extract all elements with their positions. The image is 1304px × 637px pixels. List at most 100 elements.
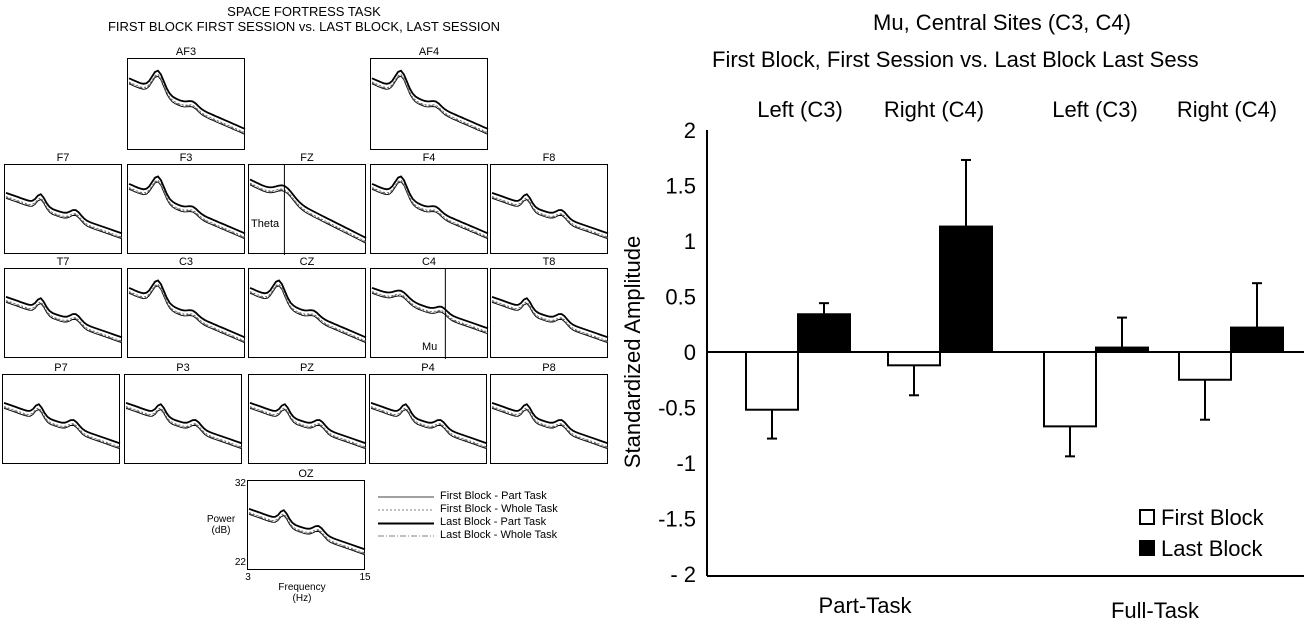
spectrum-line-3 — [125, 402, 243, 445]
group-label-part-task: Part-Task — [819, 593, 913, 618]
spectrum-line-2 — [370, 406, 488, 448]
spectrum-panel-cz — [248, 268, 367, 358]
spectrum-line-2 — [371, 291, 489, 333]
site-label-p4: P4 — [421, 362, 435, 374]
spectrum-line-2 — [491, 300, 609, 342]
spectrum-panel-p3 — [124, 374, 243, 464]
site-label-f7: F7 — [56, 152, 70, 164]
spectrum-panel-t7 — [4, 268, 123, 358]
spectrum-panel-oz — [247, 480, 366, 570]
spectrum-line-4 — [128, 180, 246, 239]
spectrum-curves — [491, 192, 609, 240]
spectrum-panel-af3 — [127, 58, 246, 150]
y-tick-label: 0 — [684, 340, 696, 365]
spectrum-panel-f7 — [4, 164, 123, 254]
spectrum-line-3 — [3, 402, 121, 445]
topographic-spectra-figure: SPACE FORTRESS TASK FIRST BLOCK FIRST SE… — [0, 0, 620, 632]
spectrum-panel-f3 — [127, 164, 246, 254]
spectrum-line-2 — [3, 406, 121, 448]
spectrum-curves — [491, 402, 609, 450]
site-label-af3: AF3 — [175, 46, 197, 58]
spectrum-line-4 — [5, 196, 123, 239]
site-label-f4: F4 — [422, 152, 436, 164]
left-figure-title: SPACE FORTRESS TASK — [227, 4, 381, 19]
oz-x-axis-label-line1: Frequency — [278, 582, 326, 593]
chart-subtitle: First Block, First Session vs. Last Bloc… — [712, 47, 1199, 72]
spectrum-line-4 — [125, 406, 243, 449]
mu-band-label: Mu — [422, 341, 438, 353]
spectrum-line-3 — [128, 69, 246, 130]
spectrum-line-1 — [491, 407, 609, 450]
legend-label-first-block: First Block — [1161, 505, 1265, 530]
oz-y-axis-label-line2: (dB) — [211, 525, 231, 536]
spectrum-line-1 — [249, 407, 367, 450]
spectrum-line-1 — [5, 197, 123, 240]
spectrum-line-2 — [125, 406, 243, 448]
oz-x-axis-label-line2: (Hz) — [292, 593, 312, 604]
site-label-p3: P3 — [176, 362, 190, 374]
spectrum-curves — [128, 175, 246, 240]
spectrum-line-4 — [128, 74, 246, 134]
spectrum-line-3 — [128, 175, 246, 235]
site-label-p7: P7 — [54, 362, 68, 374]
site-label-p8: P8 — [542, 362, 556, 374]
site-label-c4: C4 — [421, 256, 437, 268]
theta-band-label: Theta — [251, 218, 280, 230]
y-axis-label: Standardized Amplitude — [620, 236, 645, 468]
chart-title: Mu, Central Sites (C3, C4) — [873, 10, 1131, 35]
spectrum-line-4 — [249, 406, 367, 449]
site-label-f8: F8 — [542, 152, 556, 164]
spectrum-line-2 — [371, 73, 489, 134]
bar-last-block-4 — [1230, 326, 1284, 353]
spectrum-curves — [248, 508, 366, 556]
spectrum-line-3 — [371, 287, 489, 330]
left-figure-subtitle: FIRST BLOCK FIRST SESSION vs. LAST BLOCK… — [107, 19, 501, 34]
category-label-2: Right (C4) — [884, 97, 984, 122]
spectrum-line-1 — [370, 407, 488, 450]
spectrum-line-4 — [5, 300, 123, 343]
site-label-f3: F3 — [179, 152, 193, 164]
oz-y-min-tick: 22 — [234, 557, 246, 568]
y-tick-label: 1 — [684, 229, 696, 254]
site-label-t8: T8 — [542, 256, 556, 268]
spectrum-line-1 — [128, 285, 246, 344]
site-label-fz: FZ — [300, 152, 314, 164]
spectrum-panel-f8 — [490, 164, 609, 254]
spectrum-line-1 — [125, 407, 243, 450]
y-tick-label: -0.5 — [658, 396, 696, 421]
spectrum-panel-p8 — [490, 374, 609, 464]
site-label-af4: AF4 — [418, 46, 440, 58]
spectrum-line-2 — [371, 179, 489, 238]
spectrum-panel-c4 — [370, 268, 489, 359]
site-label-oz: OZ — [298, 468, 314, 480]
spectrum-line-2 — [249, 406, 367, 448]
spectrum-line-3 — [128, 279, 246, 339]
spectrum-line-3 — [491, 296, 609, 339]
spectrum-curves — [370, 402, 488, 450]
spectrum-curves — [125, 402, 243, 450]
oz-x-max-tick: 15 — [359, 572, 371, 583]
spectrum-panel-p7 — [2, 374, 121, 464]
spectrum-line-4 — [3, 406, 121, 449]
y-tick-labels: 2 1.5 1 0.5 0 -0.5 -1 -1.5 - 2 — [658, 118, 696, 587]
spectrum-line-3 — [249, 279, 367, 339]
spectrum-line-1 — [3, 407, 121, 450]
spectrum-line-3 — [370, 402, 488, 445]
legend-swatch-last-block — [1139, 540, 1155, 556]
spectrum-line-1 — [249, 285, 367, 344]
spectrum-panel-af4 — [370, 58, 489, 150]
spectrum-panel-c3 — [127, 268, 246, 358]
spectrum-panel-fz — [248, 164, 367, 255]
spectrum-line-1 — [248, 513, 366, 556]
bar-last-block-3 — [1095, 346, 1149, 353]
spectrum-curves — [249, 402, 367, 450]
oz-y-axis-label-line1: Power — [206, 514, 236, 525]
spectrum-panel-p4 — [369, 374, 488, 464]
y-tick-label: 0.5 — [665, 285, 696, 310]
chart-legend: First Block Last Block — [1139, 505, 1265, 561]
legend-swatch-first-block — [1139, 509, 1155, 525]
bar-last-block-1 — [797, 313, 851, 354]
spectrum-line-2 — [128, 73, 246, 134]
spectrum-line-1 — [128, 181, 246, 240]
y-tick-label: -1 — [676, 451, 696, 476]
